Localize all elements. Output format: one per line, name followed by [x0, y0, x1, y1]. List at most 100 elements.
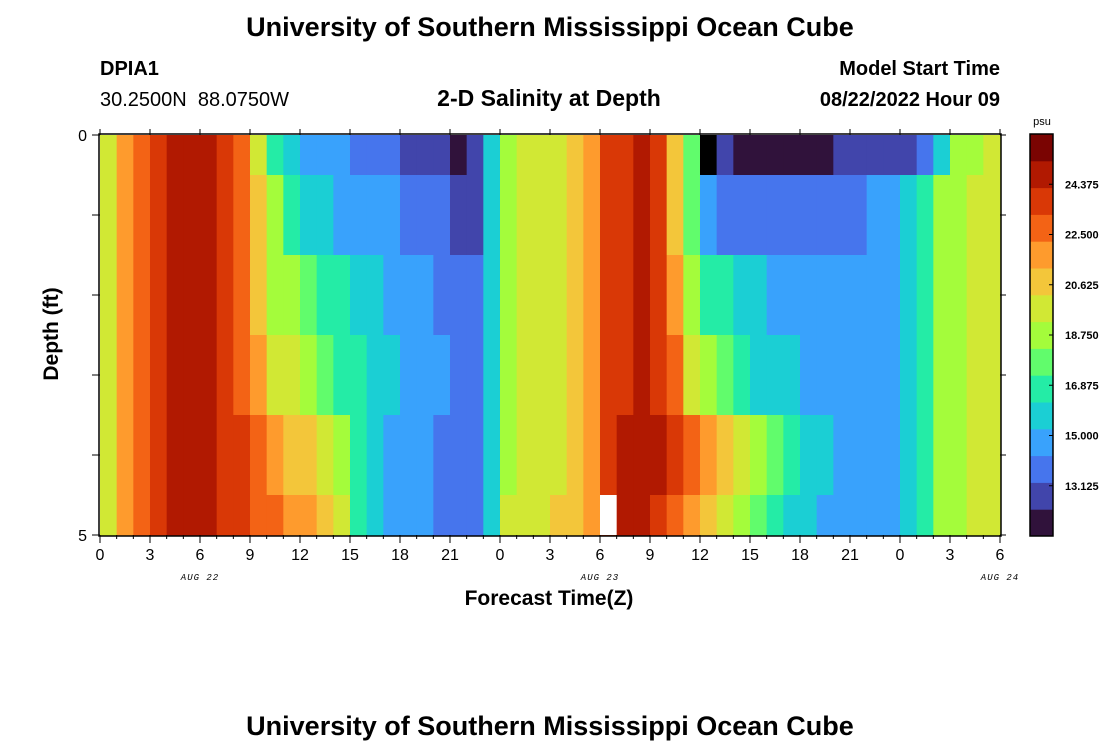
page-title: University of Southern Mississippi Ocean…	[246, 12, 854, 42]
heatmap-cell	[100, 415, 118, 496]
heatmap-cell	[216, 335, 234, 416]
heatmap-cell	[183, 335, 201, 416]
heatmap-cell	[200, 175, 218, 256]
heatmap-cell	[433, 255, 451, 336]
x-tick-label: 3	[546, 547, 555, 564]
heatmap-cell	[316, 255, 334, 336]
heatmap-cell	[916, 175, 934, 256]
heatmap-cell	[200, 135, 218, 176]
y-axis: 05	[78, 128, 1006, 545]
heatmap-cell	[483, 335, 501, 416]
heatmap-cell	[116, 175, 134, 256]
heatmap-cell	[466, 415, 484, 496]
heatmap-cell	[366, 495, 384, 536]
heatmap-cell	[350, 495, 368, 536]
x-tick-label: 6	[996, 547, 1005, 564]
heatmap-cell	[766, 175, 784, 256]
heatmap-cell	[716, 335, 734, 416]
colorbar-tick-label: 16.875	[1065, 380, 1099, 392]
heatmap-cell	[166, 415, 184, 496]
heatmap-cell	[566, 415, 584, 496]
date-label: AUG 24	[980, 573, 1019, 583]
heatmap-cell	[583, 175, 601, 256]
x-axis-label: Forecast Time(Z)	[465, 587, 634, 610]
heatmap-cell	[966, 255, 984, 336]
heatmap-cell	[416, 335, 434, 416]
heatmap-cell	[266, 335, 284, 416]
heatmap-cell	[100, 255, 118, 336]
heatmap-cell	[300, 335, 318, 416]
heatmap-cell	[683, 255, 701, 336]
heatmap-cell	[616, 415, 634, 496]
heatmap-cell	[866, 335, 884, 416]
heatmap-cell	[166, 135, 184, 176]
heatmap-cell	[116, 415, 134, 496]
heatmap-cell	[750, 415, 768, 496]
heatmap-cell	[400, 495, 418, 536]
heatmap-cell	[500, 255, 518, 336]
colorbar-tick-label: 24.375	[1065, 179, 1099, 191]
heatmap-cell	[116, 255, 134, 336]
heatmap-cell	[950, 135, 968, 176]
heatmap-cell	[166, 175, 184, 256]
heatmap-cell	[766, 495, 784, 536]
model-start-label: Model Start Time	[839, 58, 1000, 80]
heatmap-cell	[316, 135, 334, 176]
colorbar-tick-label: 15.000	[1065, 431, 1099, 443]
heatmap-cell	[566, 135, 584, 176]
heatmap-cell	[983, 135, 1001, 176]
heatmap-cell	[216, 135, 234, 176]
heatmap-cell	[850, 495, 868, 536]
heatmap-cell	[433, 335, 451, 416]
x-tick-label: 15	[341, 547, 359, 564]
heatmap-cell	[150, 255, 168, 336]
heatmap-cell	[233, 135, 251, 176]
heatmap-cell	[883, 175, 901, 256]
heatmap-cell	[183, 175, 201, 256]
heatmap-cell	[650, 415, 668, 496]
x-tick-label: 9	[646, 547, 655, 564]
colorbar-swatch	[1030, 321, 1053, 349]
x-tick-label: 9	[246, 547, 255, 564]
heatmap-cell	[166, 495, 184, 536]
heatmap-cell	[133, 415, 151, 496]
heatmap-cell	[666, 335, 684, 416]
x-tick-label: 3	[946, 547, 955, 564]
heatmap-cell	[800, 335, 818, 416]
heatmap-cell	[983, 415, 1001, 496]
heatmap-cell	[816, 495, 834, 536]
heatmap-cell	[283, 335, 301, 416]
heatmap-cell	[650, 495, 668, 536]
heatmap-cell	[666, 415, 684, 496]
colorbar-swatch	[1030, 294, 1053, 323]
heatmap-cell	[233, 335, 251, 416]
heatmap-cell	[766, 415, 784, 496]
y-tick-label: 5	[78, 528, 87, 545]
heatmap-cell	[500, 135, 518, 176]
heatmap-cell	[150, 335, 168, 416]
heatmap-cell	[983, 255, 1001, 336]
heatmap-cell	[683, 175, 701, 256]
heatmap-cell	[633, 255, 651, 336]
heatmap-cell	[650, 175, 668, 256]
heatmap-cell	[933, 495, 951, 536]
heatmap-cell	[316, 495, 334, 536]
heatmap-cell	[500, 415, 518, 496]
heatmap-cell	[433, 495, 451, 536]
heatmap-cell	[216, 495, 234, 536]
heatmap-cell	[800, 415, 818, 496]
heatmap-cell	[900, 415, 918, 496]
colorbar-swatch	[1030, 160, 1053, 189]
heatmap-cell	[866, 135, 884, 176]
heatmap-cell	[800, 135, 818, 176]
x-tick-label: 6	[596, 547, 605, 564]
heatmap-cell	[616, 175, 634, 256]
heatmap-cell	[283, 495, 301, 536]
heatmap-cell	[716, 495, 734, 536]
heatmap-cell	[983, 175, 1001, 256]
heatmap-cell	[133, 135, 151, 176]
heatmap-cell	[766, 135, 784, 176]
heatmap-cell	[400, 415, 418, 496]
heatmap-cell	[100, 335, 118, 416]
